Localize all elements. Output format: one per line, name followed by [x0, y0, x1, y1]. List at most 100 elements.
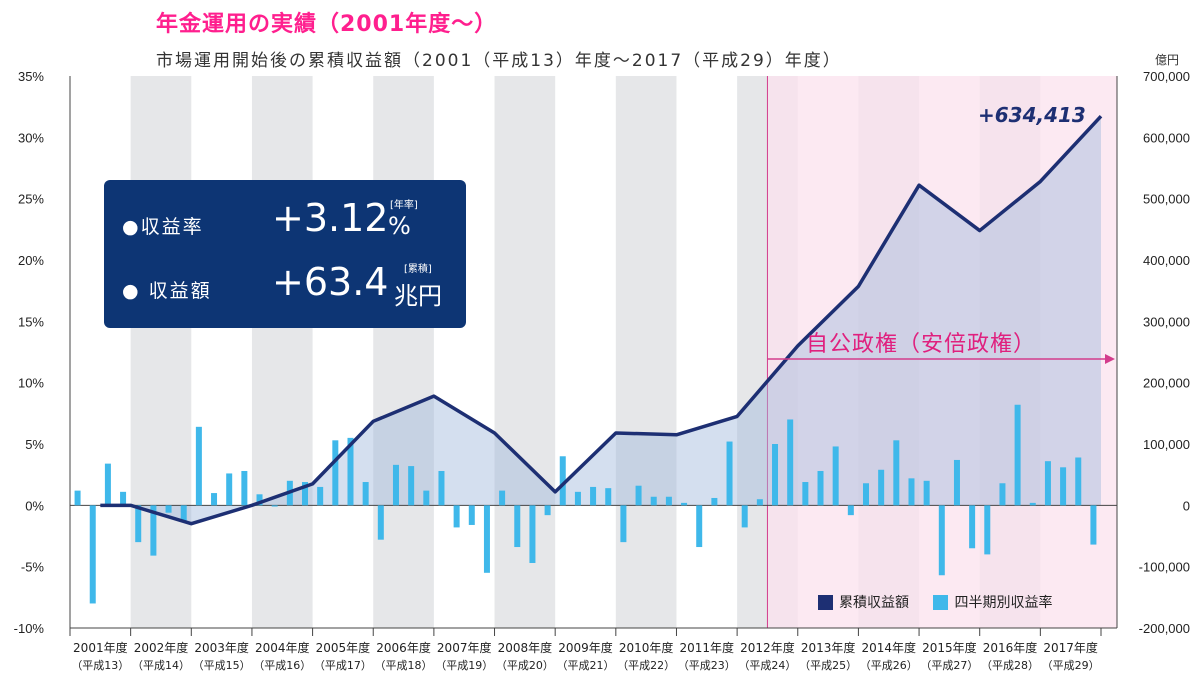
right-tick-label: 0 — [1183, 498, 1190, 513]
left-tick-label: -5% — [21, 560, 45, 575]
quarterly-bar — [377, 505, 384, 540]
quarterly-bar — [89, 505, 96, 604]
left-tick-label: -10% — [14, 621, 45, 636]
quarterly-bar — [772, 444, 779, 506]
year-band — [373, 76, 434, 628]
return-rate-value: +3.12 — [272, 196, 389, 240]
quarterly-bar — [453, 505, 460, 528]
right-tick-label: -200,000 — [1139, 621, 1190, 636]
quarterly-bar — [681, 502, 688, 506]
right-tick-label: -100,000 — [1139, 560, 1190, 575]
x-tick-label-era: （平成15） — [193, 659, 251, 672]
x-tick-label-era: （平成14） — [132, 659, 190, 672]
x-tick-label-year: 2016年度 — [983, 640, 1038, 655]
x-tick-label-year: 2011年度 — [680, 640, 735, 655]
return-amount-label: ● 収益額 — [122, 280, 212, 302]
quarterly-bar — [574, 491, 581, 506]
quarterly-bar — [862, 483, 869, 506]
quarterly-bar — [923, 480, 930, 506]
year-band — [251, 76, 313, 628]
quarterly-bar — [423, 490, 430, 506]
x-tick-label-year: 2010年度 — [619, 640, 674, 655]
x-tick-label-era: （平成19） — [435, 659, 493, 672]
x-tick-label-era: （平成25） — [799, 659, 857, 672]
x-tick-label-era: （平成22） — [617, 659, 675, 672]
quarterly-bar — [74, 490, 81, 506]
quarterly-bar — [120, 491, 127, 506]
cumulative-end-label: +634,413 — [978, 103, 1086, 127]
x-tick-label-year: 2008年度 — [498, 640, 553, 655]
legend-swatch-quarterly — [933, 594, 949, 610]
right-tick-label: 200,000 — [1143, 376, 1190, 391]
quarterly-bar — [696, 505, 703, 548]
quarterly-bar — [317, 486, 324, 506]
cumulative-area — [100, 116, 1101, 524]
quarterly-bar — [787, 419, 794, 506]
quarterly-bar — [150, 505, 157, 556]
x-tick-label-year: 2004年度 — [255, 640, 310, 655]
quarterly-bar — [165, 505, 172, 513]
quarterly-bar — [878, 469, 885, 506]
right-tick-label: 600,000 — [1143, 130, 1190, 145]
quarterly-bar — [938, 505, 945, 576]
quarterly-bar — [180, 505, 187, 522]
x-tick-label-era: （平成21） — [557, 659, 615, 672]
x-tick-label-era: （平成13） — [71, 659, 129, 672]
quarterly-bar — [1075, 457, 1082, 506]
period-arrowhead — [1105, 354, 1115, 364]
x-tick-label-year: 2014年度 — [861, 640, 916, 655]
legend-label-cumulative: 累積収益額 — [839, 595, 909, 611]
quarterly-bar — [211, 493, 218, 506]
x-tick-label-era: （平成29） — [1042, 659, 1100, 672]
quarterly-bar — [1090, 505, 1097, 545]
quarterly-bar — [984, 505, 991, 555]
x-tick-label-era: （平成26） — [860, 659, 918, 672]
right-tick-label: 300,000 — [1143, 314, 1190, 329]
quarterly-bar — [559, 456, 566, 506]
x-tick-label-year: 2017年度 — [1043, 640, 1098, 655]
x-tick-label-era: （平成27） — [920, 659, 978, 672]
left-tick-label: 15% — [18, 314, 44, 329]
legend-swatch-cumulative — [818, 594, 833, 610]
x-tick-label-era: （平成17） — [314, 659, 372, 672]
quarterly-bar — [544, 505, 551, 516]
quarterly-bar — [362, 482, 369, 506]
legend: 累積収益額 四半期別収益率 — [818, 592, 1072, 614]
quarterly-bar — [908, 478, 915, 506]
quarterly-bar — [665, 496, 672, 506]
x-tick-label-year: 2002年度 — [134, 640, 189, 655]
year-band — [130, 76, 192, 628]
quarterly-bar — [1029, 502, 1036, 506]
quarterly-bar — [969, 505, 976, 549]
page-subtitle: 市場運用開始後の累積収益額（2001（平成13）年度〜2017（平成29）年度） — [156, 51, 842, 71]
x-tick-label-year: 2009年度 — [558, 640, 613, 655]
x-tick-label-year: 2001年度 — [73, 640, 128, 655]
quarterly-bar — [408, 466, 415, 506]
x-tick-label-era: （平成18） — [375, 659, 433, 672]
quarterly-bar — [756, 499, 763, 506]
right-tick-label: 700,000 — [1143, 69, 1190, 84]
x-tick-label-era: （平成24） — [738, 659, 796, 672]
left-tick-label: 10% — [18, 376, 44, 391]
return-amount-note: [累積] — [404, 264, 432, 275]
quarterly-bar — [302, 482, 309, 506]
x-tick-label-era: （平成28） — [981, 659, 1039, 672]
quarterly-bar — [1014, 404, 1021, 506]
quarterly-bar — [817, 470, 824, 506]
quarterly-bar — [590, 486, 597, 506]
quarterly-bar — [635, 485, 642, 506]
quarterly-bar — [620, 505, 627, 543]
left-tick-label: 0% — [25, 498, 44, 513]
quarterly-bar — [847, 505, 854, 516]
right-tick-label: 100,000 — [1143, 437, 1190, 452]
x-tick-label-era: （平成16） — [253, 659, 311, 672]
cumulative-line — [100, 115, 1103, 526]
quarterly-bar — [1044, 461, 1051, 506]
left-tick-label: 25% — [18, 192, 44, 207]
quarterly-bar — [893, 440, 900, 506]
quarterly-bar — [347, 437, 354, 506]
return-amount-row: ● 収益額 +63.4 兆円 [累積] — [122, 260, 452, 320]
quarterly-bar — [999, 483, 1006, 506]
quarterly-bar — [953, 459, 960, 506]
